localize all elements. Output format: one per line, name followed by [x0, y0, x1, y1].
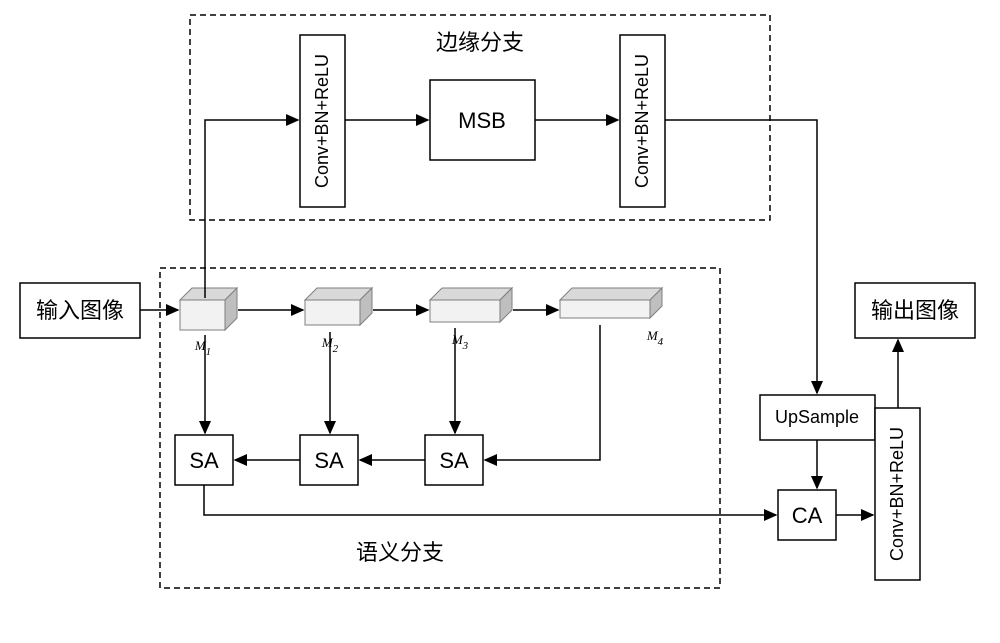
ca-label: CA — [792, 503, 823, 528]
input-node: 输入图像 — [20, 283, 140, 338]
upsample-label: UpSample — [775, 407, 859, 427]
m1-label: M1 — [194, 338, 211, 358]
feature-m3: M3 — [430, 288, 512, 352]
input-label: 输入图像 — [36, 298, 124, 323]
arrow-conv2-upsample — [665, 120, 817, 393]
output-node: 输出图像 — [855, 283, 975, 338]
msb-label: MSB — [458, 108, 506, 133]
upsample-node: UpSample — [760, 395, 875, 440]
sa2-node: SA — [300, 435, 358, 485]
sa3-node: SA — [425, 435, 483, 485]
semantic-branch-title: 语义分支 — [356, 540, 444, 565]
conv2-node: Conv+BN+ReLU — [620, 35, 665, 207]
conv1-label: Conv+BN+ReLU — [312, 54, 332, 188]
conv3-node: Conv+BN+ReLU — [875, 408, 920, 580]
diagram-canvas: 边缘分支 语义分支 输入图像 输出图像 Conv+BN+ReLU MSB Con… — [0, 0, 1000, 643]
edge-branch-title: 边缘分支 — [436, 30, 524, 55]
m3-label: M3 — [451, 332, 469, 352]
arrow-sa1-ca — [204, 485, 776, 515]
arrow-m4-sa3 — [485, 325, 600, 460]
sa3-label: SA — [439, 448, 469, 473]
sa2-label: SA — [314, 448, 344, 473]
conv3-label: Conv+BN+ReLU — [887, 427, 907, 561]
feature-m2: M2 — [305, 288, 372, 355]
feature-m1: M1 — [180, 288, 237, 358]
sa1-label: SA — [189, 448, 219, 473]
output-label: 输出图像 — [871, 298, 959, 323]
arrow-m1-conv1 — [205, 120, 298, 298]
m4-label: M4 — [646, 328, 664, 348]
sa1-node: SA — [175, 435, 233, 485]
arrows — [140, 120, 898, 515]
conv2-label: Conv+BN+ReLU — [632, 54, 652, 188]
ca-node: CA — [778, 490, 836, 540]
feature-m4: M4 — [560, 288, 664, 348]
msb-node: MSB — [430, 80, 535, 160]
conv1-node: Conv+BN+ReLU — [300, 35, 345, 207]
